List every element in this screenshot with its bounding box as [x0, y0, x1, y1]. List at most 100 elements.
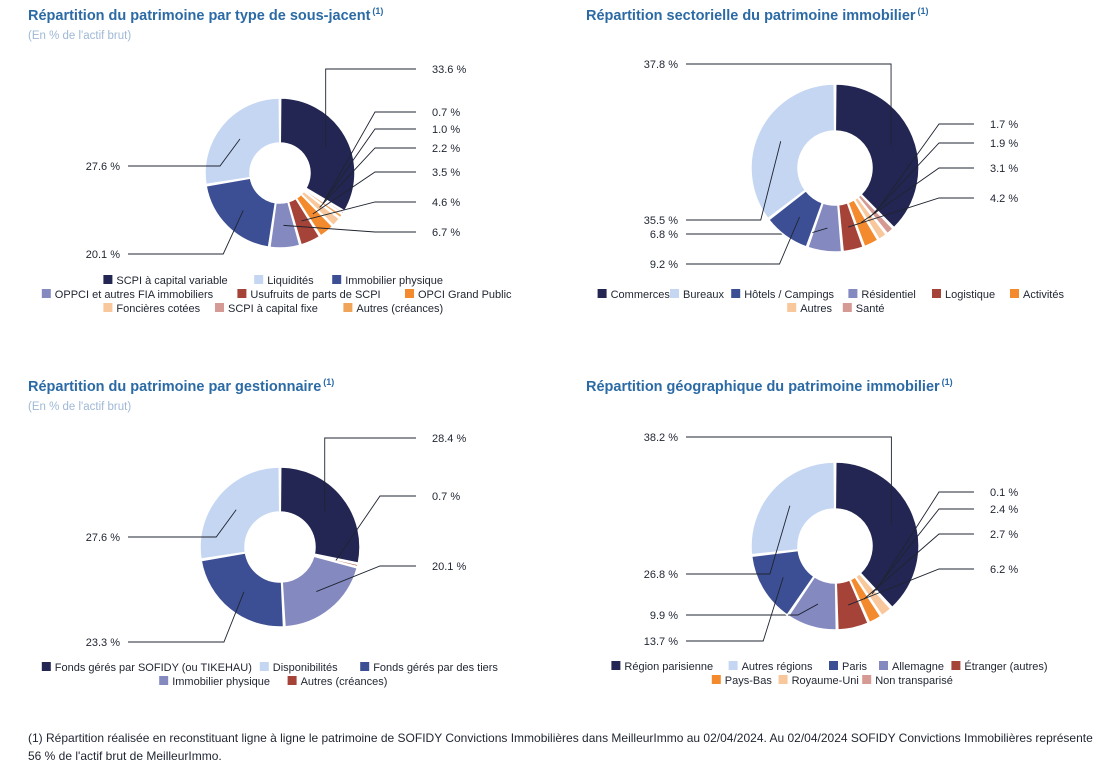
legend-label: Royaume-Uni — [792, 675, 859, 687]
legend-swatch — [932, 289, 941, 298]
data-label-autres-creances: 0.7 % — [432, 491, 460, 503]
legend-label: Autres (créances) — [301, 676, 388, 688]
leader-line — [869, 142, 974, 219]
legend-item-immobilier-physique: Immobilier physique — [332, 275, 443, 287]
data-label-oppci-et-autres-fia-immobiliers: 6.7 % — [432, 227, 460, 239]
legend-item-autres-creances: Autres (créances) — [287, 676, 388, 688]
legend-item-bureaux: Bureaux — [670, 289, 724, 301]
legend-label: Résidentiel — [861, 289, 915, 301]
data-label-autres: 1.9 % — [990, 138, 1018, 150]
data-label-immobilier-physique: 20.1 % — [86, 249, 120, 261]
data-label-royaume-uni: 2.4 % — [990, 504, 1018, 516]
donut-slice-immobilier-physique — [281, 555, 359, 628]
legend-label: Foncières cotées — [116, 303, 200, 315]
donut-slice-residentiel — [806, 202, 843, 253]
legend-item-fonds-geres-par-sofidy-ou-tikehau: Fonds gérés par SOFIDY (ou TIKEHAU) — [41, 662, 252, 674]
legend-swatch — [343, 303, 353, 312]
data-label-immobilier-physique: 20.1 % — [432, 561, 466, 573]
legend-item-allemagne: Allemagne — [879, 661, 944, 673]
legend-item-fonds-geres-par-des-tiers: Fonds gérés par des tiers — [360, 662, 498, 674]
legend-swatch — [728, 661, 738, 670]
chart-subtitle: (En % de l'actif brut) — [28, 30, 132, 42]
leader-line — [128, 210, 244, 255]
legend-item-logistique: Logistique — [932, 289, 995, 301]
legend-swatch — [215, 303, 224, 312]
legend-item-oppci-et-autres-fia-immobiliers: OPPCI et autres FIA immobiliers — [41, 289, 214, 301]
donut-slice-autres-regions — [750, 461, 836, 556]
legend-swatch — [103, 303, 113, 312]
legend-swatch — [670, 289, 679, 298]
legend-label: Fonds gérés par SOFIDY (ou TIKEHAU) — [55, 662, 252, 674]
data-label-fonds-geres-par-des-tiers: 23.3 % — [86, 637, 120, 649]
chart-title: Répartition géographique du patrimoine i… — [586, 377, 953, 395]
legend-item-etranger-autres: Étranger (autres) — [951, 660, 1048, 673]
donut-chart-sectorielle: 37.8 % 1.7 % 1.9 % 3.1 % 4.2 % 6.8 % 9.2 % 35.5… — [597, 59, 1064, 315]
legend-item-opci-grand-public: OPCI Grand Public — [405, 289, 512, 301]
data-label-activites: 3.1 % — [990, 163, 1018, 175]
legend-item-activites: Activités — [1010, 289, 1064, 301]
leader-line — [875, 491, 974, 591]
legend-label: Liquidités — [267, 275, 314, 287]
donut-chart-geographique: 38.2 % 0.1 % 2.4 % 2.7 % 6.2 % 9.9 % 13.7 % 26.… — [611, 432, 1048, 687]
data-label-commerces: 37.8 % — [644, 59, 678, 71]
leader-line — [128, 138, 241, 167]
legend-swatch — [332, 275, 342, 284]
leader-line — [686, 63, 892, 146]
donut-slice-oppci-et-autres-fia-immobiliers — [269, 201, 301, 249]
data-label-allemagne: 9.9 % — [650, 610, 678, 622]
data-label-scpi-a-capital-fixe: 0.7 % — [432, 107, 460, 119]
legend-item-sante: Santé — [842, 303, 885, 315]
legend-item-region-parisienne: Région parisienne — [611, 661, 713, 673]
legend-label: Région parisienne — [624, 661, 713, 673]
legend-item-autres: Autres — [787, 303, 832, 315]
chart-panel-geographique: Répartition géographique du patrimoine i… — [586, 377, 1100, 727]
leader-line — [871, 508, 974, 595]
legend-swatch — [731, 289, 741, 298]
legend-item-liquidites: Liquidités — [254, 275, 314, 287]
legend-label: Allemagne — [892, 661, 944, 673]
chart-title: Répartition du patrimoine par gestionnai… — [28, 377, 335, 395]
donut-slice-commerces — [834, 83, 920, 229]
leader-line — [686, 577, 784, 642]
leader-line — [312, 171, 416, 215]
leader-line — [686, 216, 800, 265]
donut-slice-paris — [750, 549, 815, 617]
legend-label: SCPI à capital variable — [116, 275, 227, 287]
leader-line — [686, 141, 782, 221]
legend-label: Autres (créances) — [356, 303, 443, 315]
data-label-non-transparise: 0.1 % — [990, 487, 1018, 499]
legend-label: OPPCI et autres FIA immobiliers — [55, 289, 214, 301]
chart-panel-sectorielle: Répartition sectorielle du patrimoine im… — [586, 6, 1100, 356]
legend-swatch — [611, 661, 621, 670]
data-label-residentiel: 6.8 % — [650, 229, 678, 241]
legend-swatch — [862, 675, 872, 684]
legend-swatch — [405, 289, 414, 298]
legend-item-residentiel: Résidentiel — [848, 289, 916, 301]
chart-panel-sous-jacent: Répartition du patrimoine par type de so… — [28, 6, 568, 356]
legend-label: Étranger (autres) — [964, 660, 1047, 673]
legend-item-immobilier-physique: Immobilier physique — [159, 676, 270, 688]
data-label-paris: 13.7 % — [644, 636, 678, 648]
legend-label: Activités — [1023, 289, 1064, 301]
donut-slice-region-parisienne — [834, 461, 920, 609]
legend-item-hotels-campings: Hôtels / Campings — [731, 289, 835, 301]
data-label-fonds-geres-par-sofidy-ou-tikehau: 28.4 % — [432, 433, 466, 445]
data-label-disponibilites: 27.6 % — [86, 532, 120, 544]
legend-swatch — [1010, 289, 1019, 298]
legend-label: Immobilier physique — [172, 676, 270, 688]
leader-line — [325, 68, 416, 148]
leader-line — [863, 533, 974, 600]
data-label-logistique: 4.2 % — [990, 193, 1018, 205]
legend-item-paris: Paris — [829, 661, 868, 673]
legend-label: Non transparisé — [875, 675, 953, 687]
data-label-autres-regions: 26.8 % — [644, 569, 678, 581]
legend-label: Santé — [856, 303, 885, 315]
leader-line — [128, 591, 245, 643]
legend-item-autres-creances: Autres (créances) — [343, 303, 443, 315]
legend-label: Autres — [800, 303, 832, 315]
legend-label: Immobilier physique — [345, 275, 443, 287]
leader-line — [128, 509, 237, 538]
legend-label: Autres régions — [742, 661, 813, 673]
footnote: (1) Répartition réalisée en reconstituan… — [28, 731, 1093, 763]
chart-title: Répartition sectorielle du patrimoine im… — [586, 6, 929, 24]
